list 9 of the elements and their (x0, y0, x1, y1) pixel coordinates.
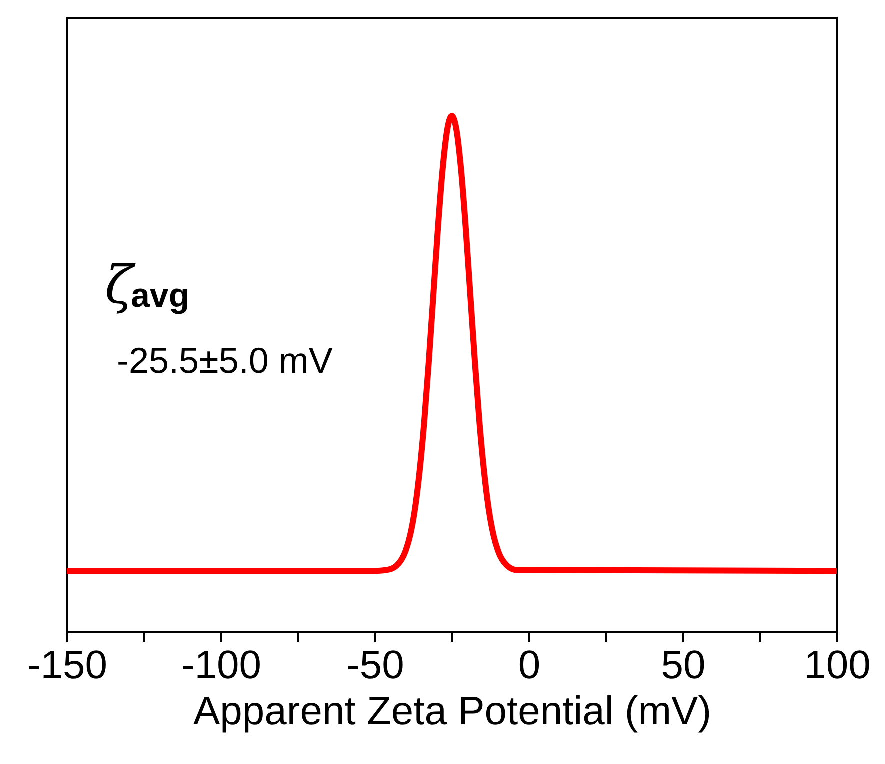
x-tick-label: 50 (661, 644, 706, 688)
annotation: -25.5±5.0 mV (117, 340, 333, 381)
x-tick-label: -100 (181, 644, 262, 688)
x-tick-label: 100 (804, 644, 871, 688)
x-tick-label: 0 (518, 644, 541, 688)
x-tick-label: -150 (27, 644, 108, 688)
x-axis-title: Apparent Zeta Potential (mV) (193, 690, 712, 734)
annotation: ζavg (105, 256, 190, 316)
x-tick-label: -50 (346, 644, 404, 688)
